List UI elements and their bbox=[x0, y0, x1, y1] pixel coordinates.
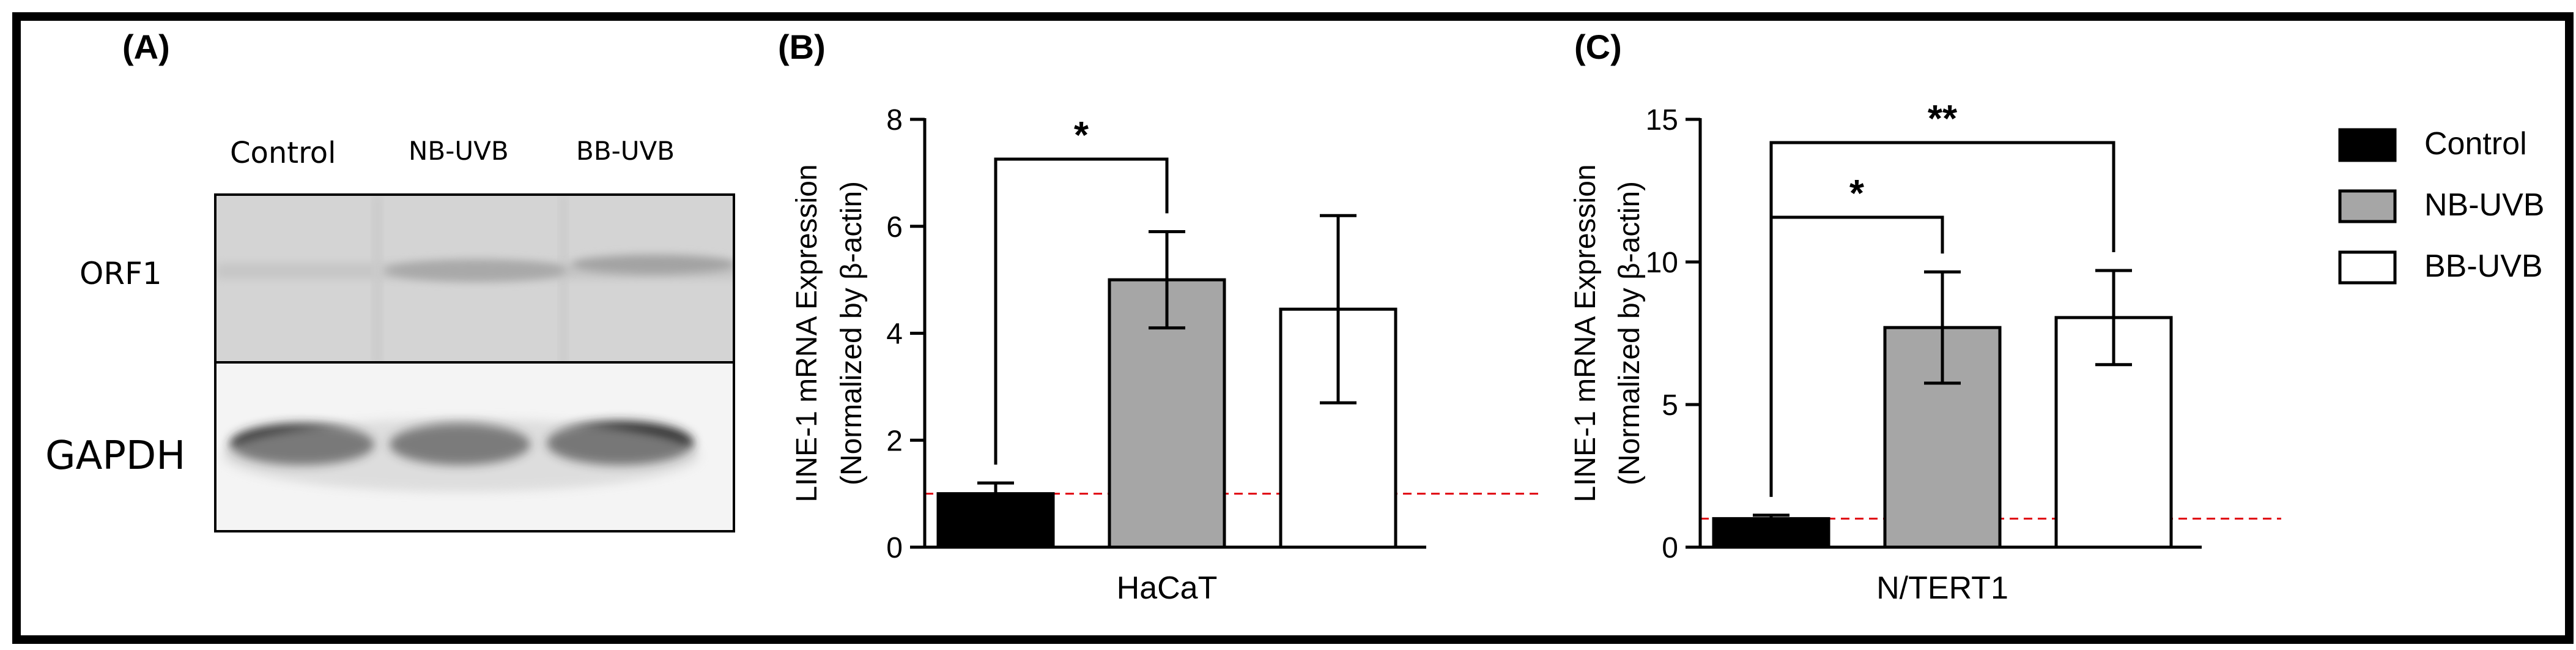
y-axis-label-line1-hacat: LINE-1 mRNA Expression bbox=[791, 164, 823, 502]
y-tick-label-hacat-2: 2 bbox=[886, 425, 903, 457]
legend-label-nb-uvb: NB-UVB bbox=[2424, 187, 2544, 223]
blot-row-label-orf1: ORF1 bbox=[80, 256, 162, 291]
panel-label-c: (C) bbox=[1574, 28, 1622, 66]
y-axis-label-line2-hacat: (Normalized by β-actin) bbox=[835, 181, 868, 485]
significance-bracket-ntert1-1 bbox=[1769, 141, 2115, 497]
bar-ntert1-control bbox=[1712, 517, 1830, 549]
y-tick-label-ntert1-15: 15 bbox=[1646, 104, 1678, 136]
y-tick-label-hacat-6: 6 bbox=[886, 211, 903, 244]
gapdh-bands bbox=[217, 364, 733, 530]
legend-label-control: Control bbox=[2424, 126, 2527, 162]
significance-label-ntert1-1: ** bbox=[1928, 98, 1958, 140]
y-axis-label-line2-ntert1: (Normalized by β-actin) bbox=[1613, 181, 1646, 485]
blot-gapdh-image bbox=[214, 361, 735, 532]
x-axis-label-hacat: HaCaT bbox=[1117, 570, 1218, 606]
legend-label-bb-uvb: BB-UVB bbox=[2424, 248, 2543, 284]
legend-swatch-nb-uvb bbox=[2338, 189, 2397, 223]
blot-row-label-gapdh: GAPDH bbox=[45, 433, 186, 479]
x-axis-label-ntert1: N/TERT1 bbox=[1876, 570, 2008, 606]
panel-label-b: (B) bbox=[778, 28, 826, 66]
blot-lane-label-control: Control bbox=[230, 136, 336, 170]
orf1-bands bbox=[217, 196, 733, 361]
blot-orf1-image bbox=[214, 193, 735, 364]
y-tick-label-hacat-0: 0 bbox=[886, 532, 903, 564]
legend-swatch-bb-uvb bbox=[2338, 250, 2397, 285]
y-tick-label-hacat-8: 8 bbox=[886, 104, 903, 136]
significance-label-ntert1-0: * bbox=[1849, 173, 1865, 215]
figure-frame bbox=[12, 12, 2574, 644]
y-tick-label-ntert1-10: 10 bbox=[1646, 247, 1678, 279]
legend-swatch-control bbox=[2338, 128, 2397, 162]
y-tick-label-ntert1-5: 5 bbox=[1662, 389, 1678, 422]
significance-label-hacat-0: * bbox=[1074, 114, 1089, 157]
significance-bracket-hacat-0 bbox=[994, 157, 1169, 465]
panel-label-a: (A) bbox=[122, 28, 170, 66]
blot-lane-label-bb-uvb: BB-UVB bbox=[576, 136, 675, 166]
y-tick-label-ntert1-0: 0 bbox=[1662, 532, 1678, 564]
blot-lane-label-nb-uvb: NB-UVB bbox=[409, 136, 509, 166]
y-axis-label-line1-ntert1: LINE-1 mRNA Expression bbox=[1569, 164, 1602, 502]
y-tick-label-hacat-4: 4 bbox=[886, 318, 903, 351]
